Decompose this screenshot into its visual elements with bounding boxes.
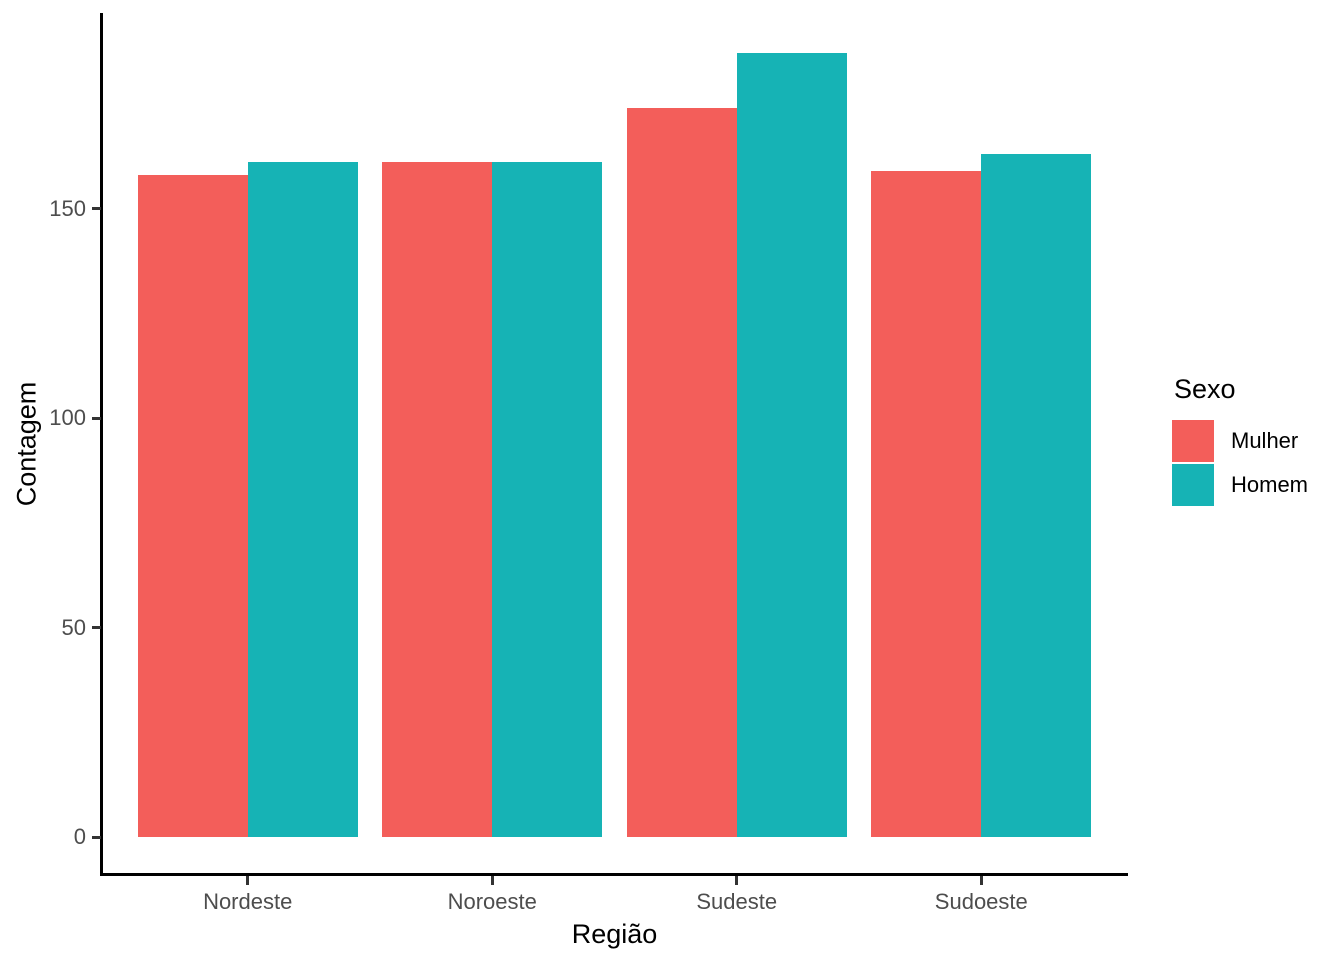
x-tick-label-noroeste: Noroeste xyxy=(447,889,537,914)
bar-sudoeste-homem xyxy=(981,154,1092,837)
legend: Sexo Mulher Homem xyxy=(1172,374,1344,508)
legend-label-homem: Homem xyxy=(1231,472,1309,497)
x-tick-label-nordeste: Nordeste xyxy=(203,889,293,914)
bar-noroeste-homem xyxy=(492,162,603,837)
y-tick-label-100: 100 xyxy=(49,405,86,430)
y-tick-mark-150 xyxy=(92,207,101,210)
legend-label-mulher: Mulher xyxy=(1231,428,1299,453)
x-tick-mark-noroeste xyxy=(490,876,494,885)
legend-item-mulher: Mulher xyxy=(1172,420,1344,462)
x-tick-mark-sudeste xyxy=(735,876,739,885)
y-tick-label-0: 0 xyxy=(73,824,86,849)
y-tick-mark-100 xyxy=(92,416,101,420)
y-tick-label-150: 150 xyxy=(49,195,86,221)
bar-nordeste-homem xyxy=(247,162,358,837)
x-tick-label-sudoeste: Sudoeste xyxy=(934,889,1028,914)
x-axis-line xyxy=(100,873,1128,876)
legend-swatch-mulher xyxy=(1172,420,1214,462)
y-tick-mark-0 xyxy=(92,835,101,839)
legend-swatch-homem xyxy=(1172,464,1214,506)
bar-noroeste-mulher xyxy=(382,162,493,837)
bar-sudeste-mulher xyxy=(626,107,737,837)
bar-nordeste-mulher xyxy=(137,174,248,837)
x-tick-mark-sudoeste xyxy=(979,876,983,885)
y-axis-line xyxy=(100,13,103,875)
x-axis-title: Região xyxy=(571,919,658,949)
bar-sudoeste-mulher xyxy=(871,170,982,837)
legend-title: Sexo xyxy=(1174,374,1236,404)
x-tick-mark-nordeste xyxy=(246,876,250,885)
y-tick-label-50: 50 xyxy=(61,614,86,640)
y-tick-mark-50 xyxy=(92,626,101,629)
legend-items: Mulher Homem xyxy=(1172,420,1344,506)
x-tick-label-sudeste: Sudeste xyxy=(696,889,778,914)
legend-item-homem: Homem xyxy=(1172,464,1344,506)
bar-sudeste-homem xyxy=(736,53,847,837)
